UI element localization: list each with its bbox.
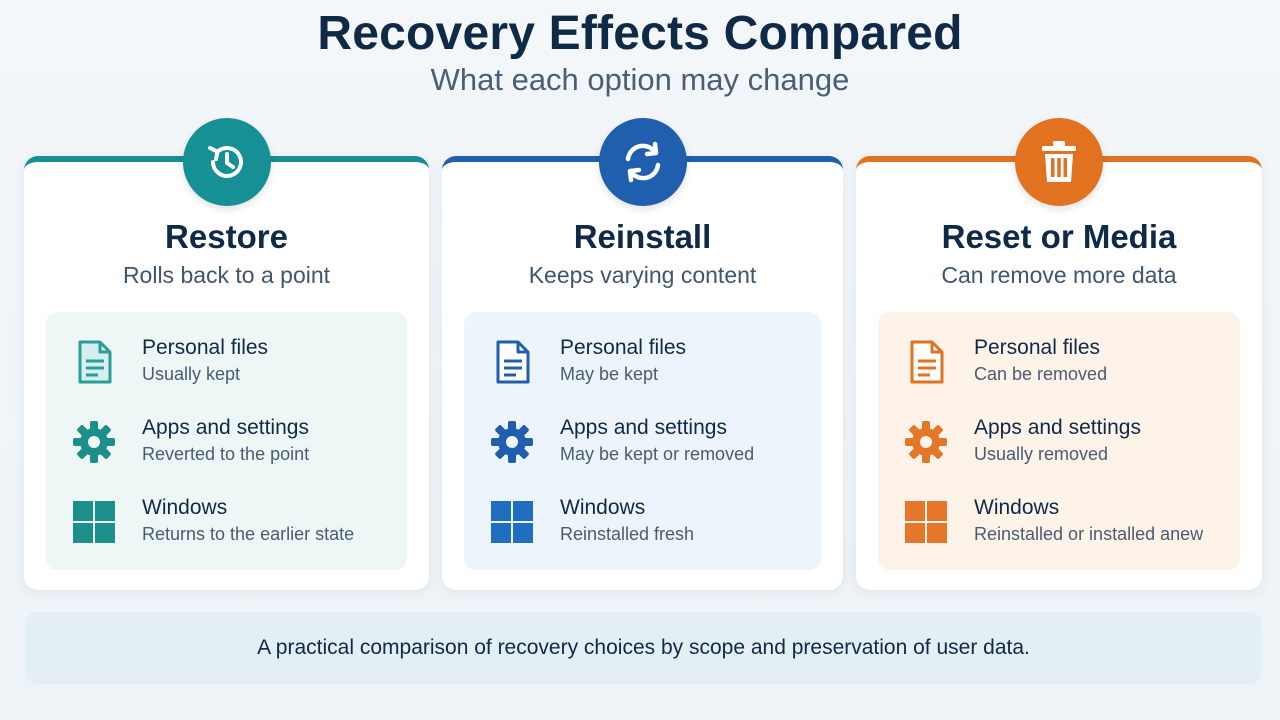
effects-panel: Personal files May be kept <box>464 312 821 570</box>
card-subtitle: Rolls back to a point <box>122 262 331 288</box>
windows-icon <box>488 498 536 546</box>
effect-label: Apps and settings <box>142 416 309 439</box>
effect-value: Usually removed <box>974 444 1109 464</box>
windows-icon <box>902 498 950 546</box>
page-title: Recovery Effects Compared <box>317 7 963 60</box>
effect-label: Personal files <box>974 336 1101 359</box>
footer-note: A practical comparison of recovery choic… <box>25 612 1262 684</box>
effects-panel: Personal files Usually kept <box>46 312 407 570</box>
document-icon <box>70 338 118 386</box>
effects-panel: Personal files Can be removed <box>878 312 1240 570</box>
effect-row-personal-files: Personal files Usually kept <box>46 334 407 394</box>
effect-value: May be kept or removed <box>560 444 755 464</box>
document-icon <box>902 338 950 386</box>
effect-row-apps-settings: Apps and settings Reverted to the point <box>46 414 407 474</box>
effect-row-windows: Windows Returns to the earlier state <box>46 494 407 554</box>
page-subtitle: What each option may change <box>430 62 850 97</box>
effect-value: Reinstalled or installed anew <box>974 524 1204 544</box>
gear-icon <box>488 418 536 466</box>
effect-label: Personal files <box>142 336 269 359</box>
gear-icon <box>70 418 118 466</box>
gear-icon <box>902 418 950 466</box>
document-icon <box>488 338 536 386</box>
card-reset-or-media: Reset or Media Can remove more data Pers… <box>856 118 1262 590</box>
effect-row-windows: Windows Reinstalled or installed anew <box>878 494 1240 554</box>
effect-label: Apps and settings <box>560 416 727 439</box>
effect-value: Returns to the earlier state <box>142 524 355 544</box>
history-icon <box>182 118 271 206</box>
effect-row-personal-files: Personal files May be kept <box>464 334 821 394</box>
card-title: Reset or Media <box>941 218 1177 255</box>
effect-value: Reinstalled fresh <box>560 524 695 544</box>
effect-row-personal-files: Personal files Can be removed <box>878 334 1240 394</box>
effect-value: Can be removed <box>974 364 1108 384</box>
refresh-icon <box>598 118 687 206</box>
card-restore: Restore Rolls back to a point Personal f… <box>24 118 429 590</box>
effect-label: Personal files <box>560 336 687 359</box>
card-reinstall: Reinstall Keeps varying content Personal… <box>442 118 843 590</box>
card-title: Restore <box>165 218 288 255</box>
effect-row-windows: Windows Reinstalled fresh <box>464 494 821 554</box>
effect-label: Windows <box>560 496 646 519</box>
effect-value: Usually kept <box>142 364 241 384</box>
effect-value: Reverted to the point <box>142 444 310 464</box>
trash-icon <box>1015 118 1103 206</box>
effect-value: May be kept <box>560 364 659 384</box>
effect-row-apps-settings: Apps and settings May be kept or removed <box>464 414 821 474</box>
footer-text: A practical comparison of recovery choic… <box>257 636 1030 659</box>
card-subtitle: Keeps varying content <box>528 262 757 288</box>
effect-label: Windows <box>974 496 1060 519</box>
card-subtitle: Can remove more data <box>941 262 1177 288</box>
card-title: Reinstall <box>573 218 712 255</box>
effect-label: Apps and settings <box>974 416 1141 439</box>
effect-row-apps-settings: Apps and settings Usually removed <box>878 414 1240 474</box>
effect-label: Windows <box>142 496 228 519</box>
windows-icon <box>70 498 118 546</box>
